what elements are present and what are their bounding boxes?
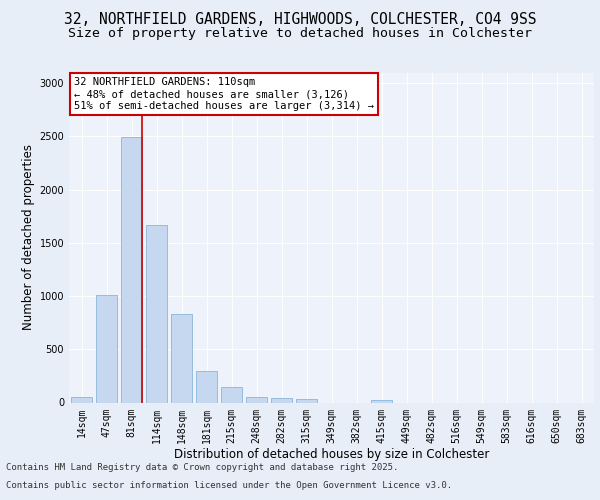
- X-axis label: Distribution of detached houses by size in Colchester: Distribution of detached houses by size …: [174, 448, 489, 461]
- Bar: [71, 396, 92, 402]
- Bar: [371, 400, 392, 402]
- Y-axis label: Number of detached properties: Number of detached properties: [22, 144, 35, 330]
- Bar: [296, 400, 317, 402]
- Bar: [246, 396, 267, 402]
- Text: Contains HM Land Registry data © Crown copyright and database right 2025.: Contains HM Land Registry data © Crown c…: [6, 464, 398, 472]
- Text: Size of property relative to detached houses in Colchester: Size of property relative to detached ho…: [68, 28, 532, 40]
- Text: Contains public sector information licensed under the Open Government Licence v3: Contains public sector information licen…: [6, 481, 452, 490]
- Bar: [146, 224, 167, 402]
- Bar: [121, 138, 142, 402]
- Bar: [96, 295, 117, 403]
- Bar: [221, 386, 242, 402]
- Bar: [196, 370, 217, 402]
- Text: 32 NORTHFIELD GARDENS: 110sqm
← 48% of detached houses are smaller (3,126)
51% o: 32 NORTHFIELD GARDENS: 110sqm ← 48% of d…: [74, 78, 374, 110]
- Bar: [171, 314, 192, 402]
- Text: 32, NORTHFIELD GARDENS, HIGHWOODS, COLCHESTER, CO4 9SS: 32, NORTHFIELD GARDENS, HIGHWOODS, COLCH…: [64, 12, 536, 28]
- Bar: [271, 398, 292, 402]
